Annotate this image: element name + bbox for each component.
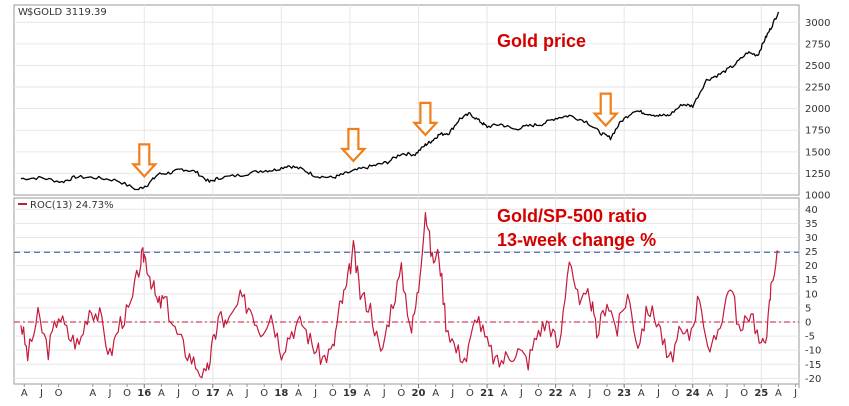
roc-legend: ROC(13) 24.73% xyxy=(18,200,114,211)
price-legend: W $GOLD 3119.39 xyxy=(18,7,107,18)
y-tick-label: -15 xyxy=(805,360,821,371)
x-tick-year: 25 xyxy=(754,388,768,399)
x-tick-month: O xyxy=(466,388,474,399)
x-tick-month: A xyxy=(432,388,439,399)
x-tick-month: J xyxy=(725,388,729,399)
roc-panel-frame xyxy=(14,198,799,384)
y-tick-label: 5 xyxy=(805,303,811,314)
x-tick-year: 17 xyxy=(206,388,220,399)
x-tick-month: A xyxy=(706,388,713,399)
y-tick-label: 2250 xyxy=(805,83,830,94)
x-tick-year: 20 xyxy=(412,388,426,399)
roc-legend-label: ROC(13) 24.73% xyxy=(30,200,114,211)
x-tick-month: J xyxy=(176,388,180,399)
x-tick-month: J xyxy=(450,388,454,399)
x-tick-month: A xyxy=(638,388,645,399)
x-tick-month: J xyxy=(39,388,43,399)
y-tick-label: 35 xyxy=(805,219,818,230)
y-tick-label: -20 xyxy=(805,374,821,385)
x-tick-month: O xyxy=(740,388,748,399)
x-tick-month: O xyxy=(123,388,131,399)
y-tick-label: 2000 xyxy=(805,104,830,115)
x-tick-month: J xyxy=(656,388,660,399)
x-tick-month: J xyxy=(245,388,249,399)
x-tick-month: O xyxy=(329,388,337,399)
price-legend-label: $GOLD 3119.39 xyxy=(27,7,107,18)
y-tick-label: 3000 xyxy=(805,18,830,29)
y-tick-label: 25 xyxy=(805,247,818,258)
x-tick-month: A xyxy=(364,388,371,399)
x-tick-month: A xyxy=(501,388,508,399)
x-tick-year: 21 xyxy=(480,388,494,399)
x-tick-month: O xyxy=(672,388,680,399)
y-tick-label: 2500 xyxy=(805,61,830,72)
x-tick-month: A xyxy=(569,388,576,399)
x-tick-month: A xyxy=(775,388,782,399)
x-tick-month: A xyxy=(227,388,234,399)
x-tick-month: J xyxy=(519,388,523,399)
y-tick-label: 10 xyxy=(805,289,818,300)
price-panel-frame xyxy=(14,5,799,195)
x-tick-year: 22 xyxy=(549,388,563,399)
y-tick-label: 1250 xyxy=(805,169,830,180)
x-tick-month: A xyxy=(89,388,96,399)
x-tick-year: 24 xyxy=(686,388,700,399)
x-tick-year: 19 xyxy=(343,388,357,399)
x-tick-month: J xyxy=(313,388,317,399)
roc-annotation-line-1: Gold/SP-500 ratio xyxy=(497,206,647,226)
x-tick-month: A xyxy=(21,388,28,399)
x-tick-year: 23 xyxy=(617,388,631,399)
x-tick-month: A xyxy=(158,388,165,399)
x-tick-month: O xyxy=(55,388,63,399)
x-tick-year: 18 xyxy=(274,388,288,399)
x-tick-month: J xyxy=(382,388,386,399)
y-tick-label: -5 xyxy=(805,332,815,343)
x-tick-month: O xyxy=(260,388,268,399)
y-tick-label: 1500 xyxy=(805,147,830,158)
y-tick-label: 0 xyxy=(805,318,811,329)
price-annotation: Gold price xyxy=(497,31,586,51)
roc-legend-swatch-icon xyxy=(18,203,27,205)
x-tick-month: J xyxy=(793,388,797,399)
y-tick-label: 15 xyxy=(805,275,818,286)
x-tick-month: J xyxy=(587,388,591,399)
y-tick-label: 30 xyxy=(805,233,818,244)
x-tick-month: J xyxy=(108,388,112,399)
y-tick-label: -10 xyxy=(805,346,821,357)
roc-y-axis-ticks: -20 -15 -10 -5 0 5 10 15 20 25 30 35 40 xyxy=(805,205,821,385)
x-tick-year: 16 xyxy=(137,388,151,399)
x-tick-month: O xyxy=(603,388,611,399)
y-tick-label: 1000 xyxy=(805,191,830,202)
roc-annotation-line-2: 13-week change % xyxy=(497,230,656,250)
y-tick-label: 1750 xyxy=(805,126,830,137)
y-tick-label: 20 xyxy=(805,261,818,272)
x-tick-month: O xyxy=(397,388,405,399)
price-y-axis-ticks: 1000 1250 1500 1750 2000 2250 2500 2750 3000 xyxy=(805,18,830,202)
x-tick-month: A xyxy=(295,388,302,399)
x-tick-month: O xyxy=(192,388,200,399)
y-tick-label: 40 xyxy=(805,205,818,216)
x-tick-month: O xyxy=(535,388,543,399)
y-tick-label: 2750 xyxy=(805,39,830,50)
